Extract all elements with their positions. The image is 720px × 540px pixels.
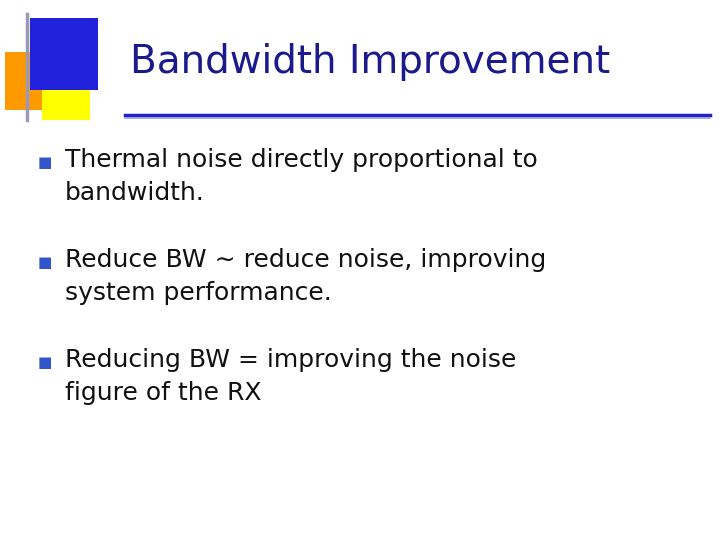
Text: ■: ■ bbox=[38, 355, 53, 370]
Bar bbox=[30, 18, 98, 90]
Bar bbox=[42, 82, 90, 120]
Text: Reduce BW ∼ reduce noise, improving
system performance.: Reduce BW ∼ reduce noise, improving syst… bbox=[65, 248, 546, 305]
Text: Reducing BW = improving the noise
figure of the RX: Reducing BW = improving the noise figure… bbox=[65, 348, 516, 404]
Bar bbox=[5, 52, 53, 110]
Text: ■: ■ bbox=[38, 255, 53, 270]
Text: Bandwidth Improvement: Bandwidth Improvement bbox=[130, 43, 610, 81]
Text: ■: ■ bbox=[38, 155, 53, 170]
Text: Thermal noise directly proportional to
bandwidth.: Thermal noise directly proportional to b… bbox=[65, 148, 538, 205]
